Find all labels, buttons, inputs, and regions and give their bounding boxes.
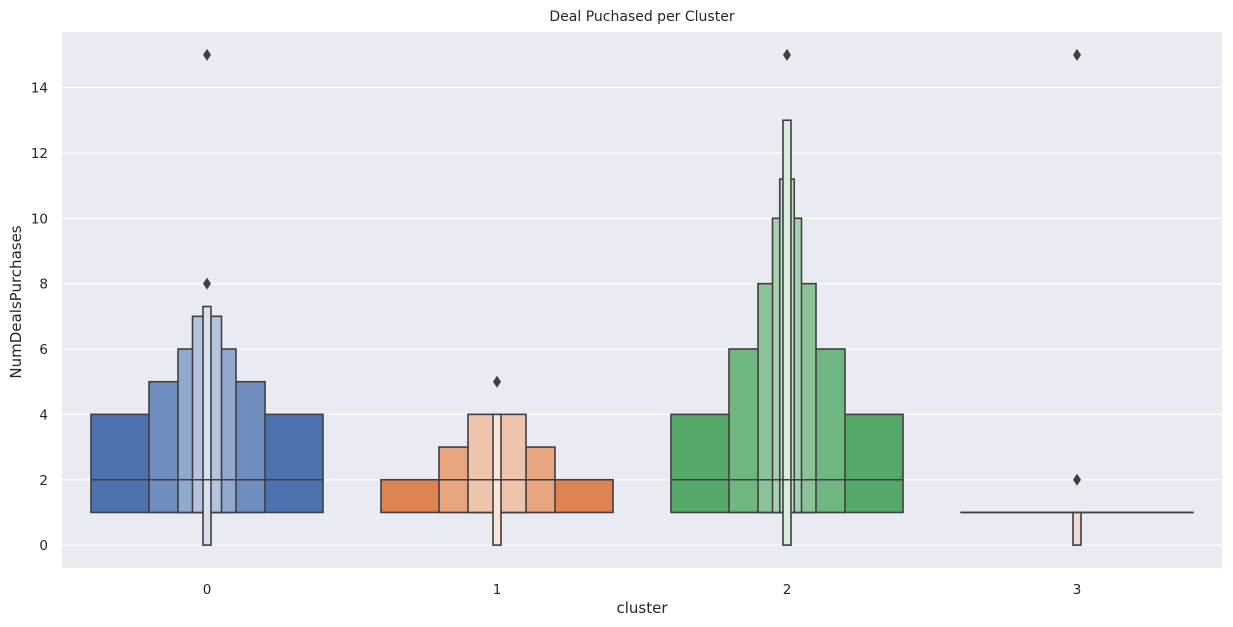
y-tick-label: 10 — [31, 211, 48, 227]
outlier-point — [203, 277, 211, 290]
y-tick-label: 2 — [39, 473, 48, 489]
x-tick-labels: 0 1 2 3 — [203, 582, 1082, 598]
boxen-level-5 — [782, 119, 792, 546]
boxen-level-1 — [1072, 511, 1082, 546]
y-tick-label: 12 — [31, 146, 48, 162]
outlier-point — [1073, 48, 1081, 61]
y-tick-labels: 0 2 4 6 8 10 12 14 — [31, 81, 48, 555]
cluster-1-boxen — [380, 375, 614, 546]
x-tick-label: 2 — [783, 582, 792, 598]
boxen-marks — [90, 48, 1194, 546]
x-tick-label: 0 — [203, 582, 212, 598]
cluster-0-boxen — [90, 48, 324, 546]
y-tick-label: 6 — [39, 342, 48, 358]
x-tick-label: 3 — [1073, 582, 1082, 598]
cluster-2-boxen — [670, 48, 904, 546]
outlier-point — [493, 375, 501, 388]
x-tick-label: 1 — [493, 582, 502, 598]
y-tick-label: 14 — [31, 81, 48, 97]
y-tick-label: 4 — [39, 407, 48, 423]
y-tick-label: 0 — [39, 538, 48, 554]
outlier-point — [203, 48, 211, 61]
boxen-level-4 — [202, 305, 212, 546]
outlier-point — [783, 48, 791, 61]
outlier-point — [1073, 473, 1081, 486]
x-axis-label: cluster — [616, 599, 668, 617]
cluster-3-boxen — [960, 48, 1194, 546]
y-tick-label: 8 — [39, 277, 48, 293]
chart-title: Deal Puchased per Cluster — [549, 9, 734, 25]
y-axis-label: NumDealsPurchases — [7, 225, 25, 378]
